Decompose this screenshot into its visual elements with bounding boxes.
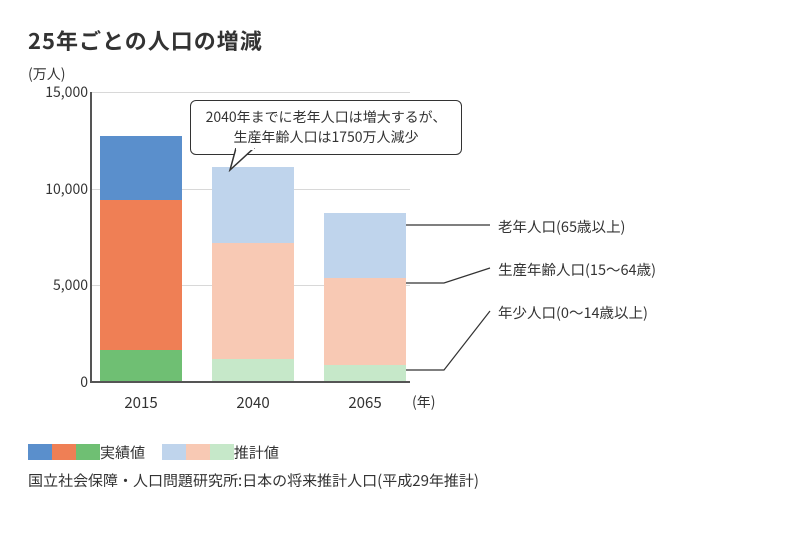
legend-swatch-actual-working — [52, 444, 76, 460]
annotation-callout: 2040年までに老年人口は増大するが、 生産年齢人口は1750万人減少 — [190, 100, 462, 155]
legend: 実績値 推計値 — [28, 442, 279, 463]
legend-swatch-actual-young — [76, 444, 100, 460]
y-tick-label: 5,000 — [28, 275, 88, 295]
y-axis: 05,00010,00015,000 — [28, 85, 88, 385]
bar-segment-working — [100, 200, 182, 350]
chart-title: 25年ごとの人口の増減 — [28, 24, 762, 56]
legend-estimate-label: 推計値 — [234, 442, 279, 463]
bar-segment-working — [324, 278, 406, 365]
bar-2015 — [100, 92, 182, 382]
bar-segment-elderly — [324, 213, 406, 278]
legend-swatch-estimate-elderly — [162, 444, 186, 460]
bar-segment-elderly — [100, 136, 182, 201]
bar-segment-young — [324, 365, 406, 382]
legend-swatch-estimate-young — [210, 444, 234, 460]
bar-segment-working — [212, 243, 294, 359]
y-axis-unit: (万人) — [28, 64, 762, 84]
y-axis-line — [90, 92, 92, 382]
source-citation: 国立社会保障・人口問題研究所:日本の将来推計人口(平成29年推計) — [28, 470, 479, 491]
legend-swatch-estimate-working — [186, 444, 210, 460]
series-label-young: 年少人口(0〜14歳以上) — [498, 302, 648, 323]
legend-actual-label: 実績値 — [100, 442, 145, 463]
x-tick-label: 2015 — [100, 392, 182, 413]
bar-segment-young — [100, 350, 182, 382]
y-tick-label: 15,000 — [28, 82, 88, 102]
x-tick-label: 2065 — [324, 392, 406, 413]
x-axis-line — [90, 381, 410, 383]
bar-segment-young — [212, 359, 294, 382]
x-tick-label: 2040 — [212, 392, 294, 413]
legend-swatch-actual-elderly — [28, 444, 52, 460]
bar-segment-elderly — [212, 167, 294, 242]
y-tick-label: 10,000 — [28, 179, 88, 199]
series-label-elderly: 老年人口(65歳以上) — [498, 216, 625, 237]
y-tick-label: 0 — [28, 372, 88, 392]
series-label-working: 生産年齢人口(15〜64歳) — [498, 259, 656, 280]
callout-tail-icon — [228, 148, 258, 172]
x-axis-unit: (年) — [412, 392, 435, 412]
callout-line-2: 生産年齢人口は1750万人減少 — [203, 127, 449, 147]
callout-line-1: 2040年までに老年人口は増大するが、 — [203, 107, 449, 127]
